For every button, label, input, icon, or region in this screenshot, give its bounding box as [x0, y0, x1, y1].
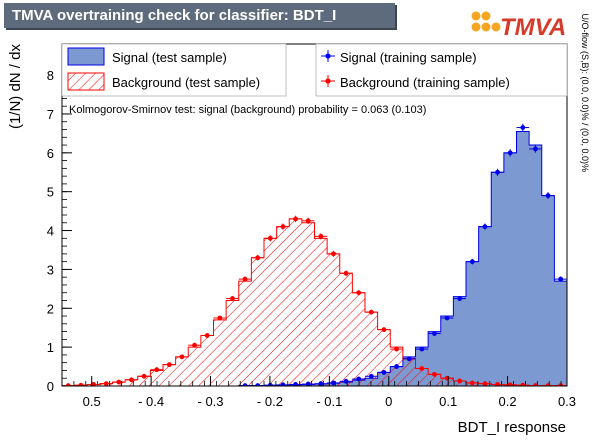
y-tick-label: 5 — [47, 185, 54, 200]
ks-test-annotation: Kolmogorov-Smirnov test: signal (backgro… — [69, 104, 426, 116]
signal-training-point — [541, 192, 555, 199]
signal-training-point — [428, 331, 441, 336]
y-tick-label: 8 — [47, 68, 54, 83]
logo-dot — [471, 22, 481, 32]
background-training-point — [112, 379, 126, 385]
logo-dot — [481, 22, 491, 32]
signal-training-point — [567, 337, 580, 342]
background-training-point — [516, 382, 530, 386]
x-tick-label: - 0.3 — [198, 394, 224, 409]
signal-training-point — [516, 123, 530, 132]
background-training-point — [390, 346, 403, 352]
signal-training-point — [352, 376, 365, 382]
chart-title: TMVA overtraining check for classifier: … — [4, 3, 395, 28]
signal-training-point — [453, 296, 466, 302]
x-tick-label: - 0.1 — [316, 394, 342, 409]
x-tick-label: 0.1 — [439, 394, 457, 409]
x-axis-label: BDT_I response — [458, 419, 566, 436]
background-training-point — [327, 250, 340, 257]
signal-training-point — [478, 223, 492, 230]
legend-right-box — [315, 43, 568, 97]
y-tick-label: 0 — [47, 379, 54, 394]
background-training-point — [137, 373, 151, 379]
signal-training-point — [529, 145, 542, 153]
background-training-point — [453, 378, 466, 384]
tmva-logo: TMVA — [471, 11, 566, 41]
background-training-point — [175, 354, 189, 360]
background-training-point — [503, 382, 517, 386]
background-training-point — [238, 276, 252, 282]
signal-training-point — [327, 380, 340, 386]
legend-signal-train-marker — [325, 53, 331, 59]
y-tick-label: 1 — [47, 340, 54, 355]
background-training-point — [478, 381, 492, 386]
background-training-point — [150, 367, 163, 373]
signal-training-point — [402, 356, 416, 362]
legend: Signal (test sample) Background (test sa… — [61, 43, 568, 97]
background-training-point — [226, 296, 239, 302]
signal-training-point — [503, 149, 517, 157]
y-tick-label: 7 — [47, 107, 54, 122]
signal-training-point — [377, 369, 391, 375]
background-training-point — [428, 371, 441, 377]
background-training-point — [377, 327, 391, 333]
logo-dot — [481, 11, 491, 21]
signal-training-point — [592, 382, 596, 387]
legend-signal-train-label: Signal (training sample) — [340, 50, 477, 65]
background-training-point — [314, 233, 328, 240]
signal-training-point — [276, 382, 290, 386]
signal-training-point — [415, 346, 429, 352]
background-training-point — [213, 315, 227, 321]
y-tick-label: 6 — [47, 146, 54, 161]
background-training-point — [415, 366, 429, 371]
y-tick-label: 2 — [47, 301, 54, 316]
legend-signal-test-swatch — [67, 47, 105, 66]
background-training-point — [466, 380, 479, 386]
legend-background-train-label: Background (training sample) — [340, 75, 510, 90]
background-training-point — [163, 362, 176, 368]
logo-text: TMVA — [500, 14, 566, 41]
logo-dot — [471, 11, 481, 21]
signal-training-point — [580, 370, 593, 375]
logo-dot — [491, 22, 501, 32]
background-training-point — [99, 381, 113, 386]
background-training-point — [339, 270, 353, 277]
signal-training-point — [365, 373, 378, 379]
signal-training-point — [390, 364, 403, 369]
legend-background-train-marker — [325, 78, 331, 84]
background-training-point — [289, 215, 302, 223]
background-training-point — [301, 217, 315, 225]
signal-training-point — [301, 381, 315, 386]
background-training-point — [276, 223, 290, 230]
background-training-point — [251, 254, 264, 261]
signal-training-point — [314, 381, 328, 386]
y-tick-label: 3 — [47, 262, 54, 277]
x-tick-label: 0 — [385, 394, 392, 409]
overflow-note: U/O-flow (S,B): (0.0, 0.0)% / (0.0, 0.0)… — [580, 13, 590, 172]
background-training-point — [74, 382, 88, 386]
signal-training-point — [491, 168, 504, 176]
x-tick-label: 0.5 — [83, 394, 101, 409]
x-tick-label: - 0.2 — [257, 394, 283, 409]
background-training-point — [125, 377, 138, 383]
x-tick-label: 0.3 — [558, 394, 576, 409]
x-tick-label: 0.2 — [499, 394, 517, 409]
signal-training-point — [554, 276, 567, 282]
x-tick-label: - 0.4 — [138, 394, 164, 409]
signal-training-point — [466, 258, 479, 265]
background-training-point — [188, 342, 201, 348]
background-training-point — [365, 309, 378, 315]
y-axis-label: (1/N) dN / dx — [7, 44, 24, 130]
y-tick-label: 4 — [47, 224, 54, 239]
background-training-point — [264, 235, 277, 242]
legend-signal-test-label: Signal (test sample) — [112, 50, 227, 65]
signal-training-point — [440, 315, 454, 321]
background-training-point — [200, 333, 214, 338]
legend-background-test-label: Background (test sample) — [112, 75, 260, 90]
legend-background-test-swatch — [67, 72, 105, 91]
background-training-point — [352, 290, 365, 296]
